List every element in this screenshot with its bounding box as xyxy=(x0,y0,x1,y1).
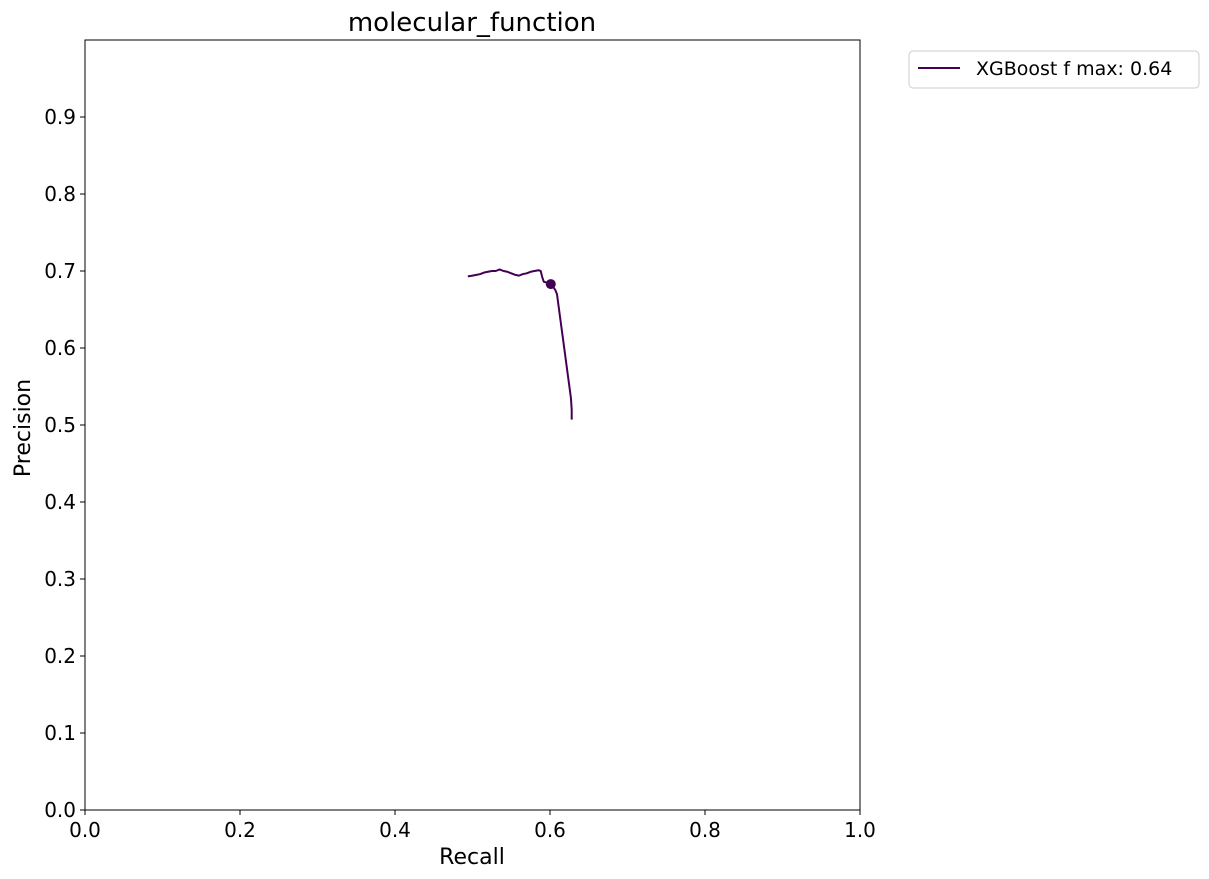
x-tick-label: 0.8 xyxy=(689,818,721,842)
x-tick-label: 0.4 xyxy=(379,818,411,842)
x-tick-label: 0.0 xyxy=(69,818,101,842)
y-tick-label: 0.3 xyxy=(44,567,76,591)
series-line xyxy=(467,268,573,420)
fmax-point-marker xyxy=(545,279,556,290)
x-axis-ticks: 0.0 0.2 0.4 0.6 0.8 1.0 xyxy=(69,810,876,842)
y-tick-label: 0.2 xyxy=(44,644,76,668)
y-tick-label: 0.7 xyxy=(44,259,76,283)
x-tick-label: 1.0 xyxy=(844,818,876,842)
y-tick-label: 0.0 xyxy=(44,798,76,822)
y-tick-label: 0.4 xyxy=(44,490,76,514)
y-tick-label: 0.8 xyxy=(44,182,76,206)
x-tick-label: 0.2 xyxy=(224,818,256,842)
legend-box xyxy=(908,50,1200,89)
y-tick-label: 0.1 xyxy=(44,721,76,745)
y-axis-title: Precision xyxy=(11,379,36,477)
y-tick-label: 0.5 xyxy=(44,413,76,437)
y-tick-label: 0.6 xyxy=(44,336,76,360)
y-tick-label: 0.9 xyxy=(44,105,76,129)
plot-area: 0.0 0.2 0.4 0.6 0.8 1.0 0.0 0.1 0.2 0.3 0.4 0.5 0.6… xyxy=(44,39,876,842)
series-layer xyxy=(467,268,573,420)
chart-title: molecular_function xyxy=(348,8,596,38)
x-tick-label: 0.6 xyxy=(534,818,566,842)
y-axis-ticks: 0.0 0.1 0.2 0.3 0.4 0.5 0.6 0.7 0.8 0.9 xyxy=(44,105,85,822)
legend-label: XGBoost f max: 0.64 xyxy=(976,58,1172,80)
legend: XGBoost f max: 0.64 xyxy=(908,50,1200,89)
x-axis-title: Recall xyxy=(439,845,505,870)
